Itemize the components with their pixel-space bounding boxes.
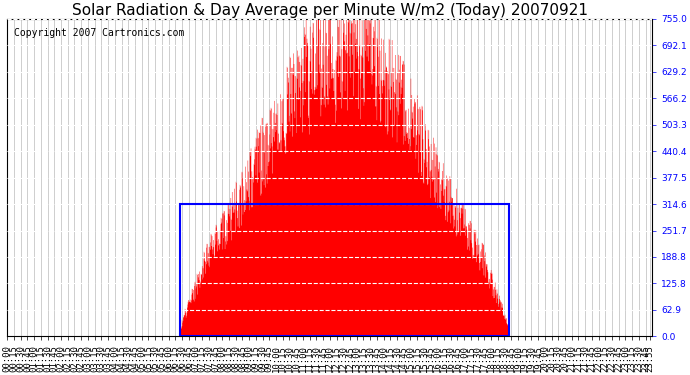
Bar bbox=[179, 204, 509, 336]
Title: Solar Radiation & Day Average per Minute W/m2 (Today) 20070921: Solar Radiation & Day Average per Minute… bbox=[72, 3, 588, 18]
Text: Copyright 2007 Cartronics.com: Copyright 2007 Cartronics.com bbox=[14, 28, 184, 39]
